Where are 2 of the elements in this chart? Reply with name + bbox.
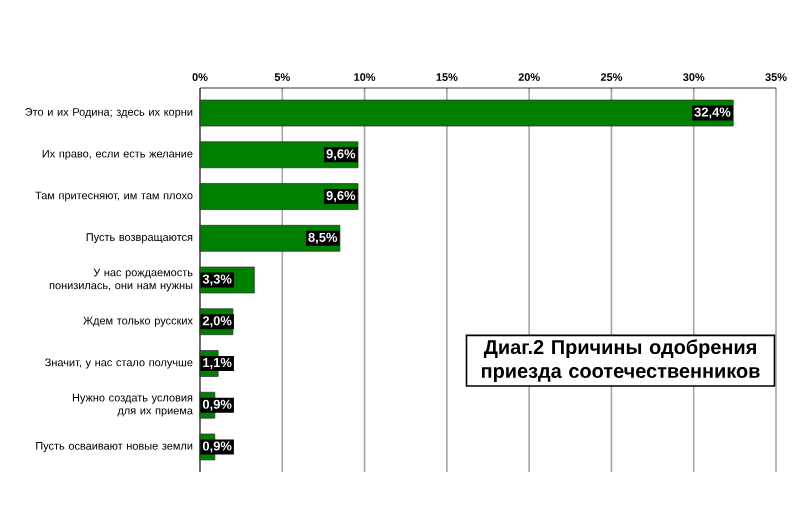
text: Диаг.2 Причины одобрения приезда соотечественников — [481, 339, 760, 382]
bar — [199, 99, 734, 127]
